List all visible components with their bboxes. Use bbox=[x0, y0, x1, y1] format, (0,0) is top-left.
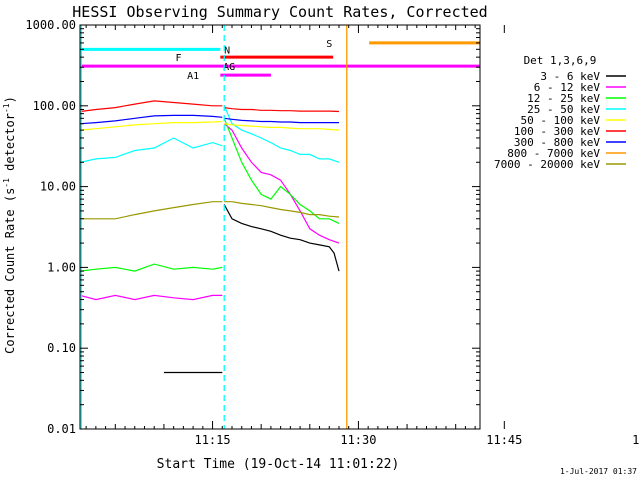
plot-frame bbox=[79, 24, 481, 430]
series-layer bbox=[80, 100, 340, 374]
series-line bbox=[224, 117, 339, 124]
series-line bbox=[80, 120, 223, 131]
chart-title: HESSI Observing Summary Count Rates, Cor… bbox=[72, 3, 487, 21]
legend-label: 50 - 100 keV bbox=[521, 114, 601, 127]
y-label-main: Corrected Count Rate (s bbox=[3, 188, 17, 354]
state-label: A1 bbox=[187, 71, 199, 82]
state-label: F bbox=[176, 53, 182, 64]
series-line bbox=[80, 201, 223, 220]
series-line bbox=[223, 204, 340, 272]
series-line bbox=[223, 105, 340, 163]
series-line bbox=[80, 100, 223, 113]
state-label: S bbox=[326, 39, 332, 50]
y-axis: 1000.00 100.00 10.00 1.00 0.10 0.01 bbox=[25, 18, 480, 436]
state-label: N bbox=[224, 45, 230, 56]
x-tick-label: 11:45 bbox=[486, 433, 522, 447]
series-line bbox=[223, 118, 340, 224]
y-label-sup2: -1 bbox=[2, 103, 11, 113]
legend-label: 25 - 50 keV bbox=[527, 103, 600, 116]
y-label-tail: detector bbox=[3, 113, 17, 178]
y-tick-label: 0.01 bbox=[47, 422, 76, 436]
legend-label: 12 - 25 keV bbox=[527, 92, 600, 105]
series-line bbox=[80, 263, 223, 272]
legend-label: 6 - 12 keV bbox=[534, 81, 601, 94]
legend-label: 3 - 6 keV bbox=[540, 70, 600, 83]
series-line bbox=[224, 107, 340, 113]
series-line bbox=[224, 123, 340, 131]
y-tick-label: 10.00 bbox=[40, 180, 76, 194]
vertical-lines-layer bbox=[80, 25, 348, 429]
state-label: AG bbox=[223, 62, 235, 73]
markers-layer: N S F AG A1 bbox=[80, 39, 480, 82]
legend-label: 800 - 7000 keV bbox=[507, 147, 600, 160]
timestamp: 1-Jul-2017 01:37 bbox=[560, 467, 637, 476]
y-axis-label: Corrected Count Rate (s-1 detector-1) bbox=[2, 96, 17, 354]
series-line bbox=[80, 114, 223, 125]
y-tick-label: 0.10 bbox=[47, 341, 76, 355]
y-label-close: ) bbox=[3, 96, 17, 103]
y-tick-label: 100.00 bbox=[33, 99, 76, 113]
legend-title: Det 1,3,6,9 bbox=[524, 54, 597, 67]
x-tick-label: 11:15 bbox=[194, 433, 230, 447]
x-tick-label: 11:30 bbox=[340, 433, 376, 447]
y-label-sup: -1 bbox=[2, 178, 11, 188]
series-line bbox=[224, 201, 340, 218]
legend-label: 7000 - 20000 keV bbox=[494, 158, 600, 171]
x-tick-label: 12:00 bbox=[632, 433, 640, 447]
series-line bbox=[80, 137, 223, 163]
y-tick-label: 1000.00 bbox=[25, 18, 76, 32]
x-axis-label: Start Time (19-Oct-14 11:01:22) bbox=[157, 457, 400, 472]
series-line bbox=[80, 294, 223, 301]
legend-label: 300 - 800 keV bbox=[514, 136, 600, 149]
series-line bbox=[223, 123, 340, 244]
y-tick-label: 1.00 bbox=[47, 260, 76, 274]
legend-label: 100 - 300 keV bbox=[514, 125, 600, 138]
